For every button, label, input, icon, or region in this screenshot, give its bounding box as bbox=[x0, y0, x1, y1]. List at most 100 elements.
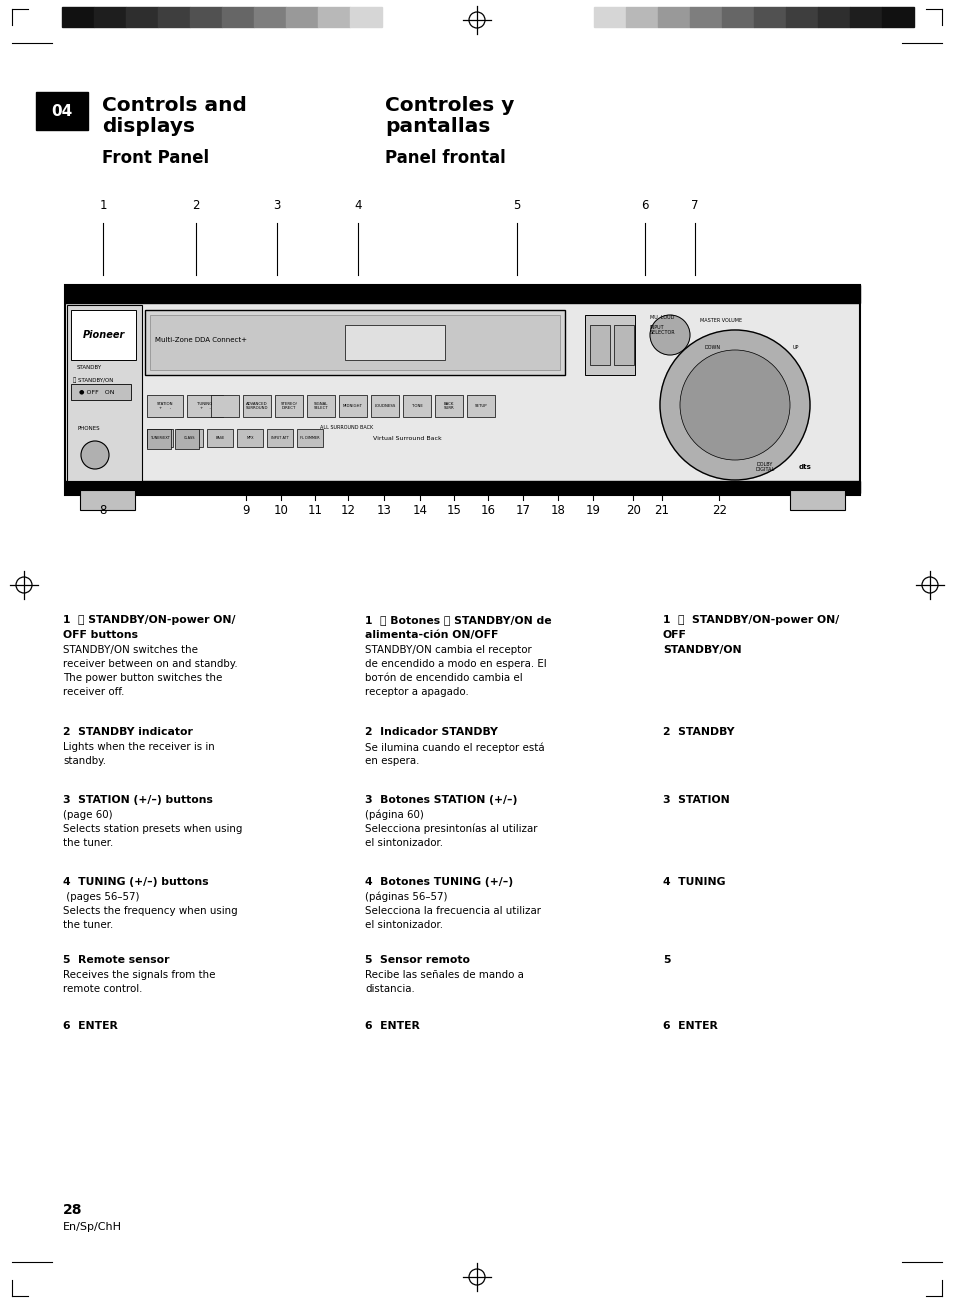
Text: BASE: BASE bbox=[215, 436, 224, 440]
Text: (página 60): (página 60) bbox=[365, 810, 423, 821]
Bar bbox=[147, 429, 171, 449]
Text: 28: 28 bbox=[63, 1203, 82, 1218]
Bar bbox=[753, 7, 785, 27]
Text: 3  STATION: 3 STATION bbox=[662, 795, 729, 805]
Bar bbox=[274, 395, 303, 418]
Text: MPX: MPX bbox=[246, 436, 253, 440]
Bar bbox=[65, 284, 859, 303]
Bar bbox=[849, 7, 882, 27]
Text: (pages 56–57): (pages 56–57) bbox=[63, 893, 139, 902]
Text: 5  Sensor remoto: 5 Sensor remoto bbox=[365, 955, 470, 964]
Bar bbox=[625, 7, 658, 27]
Bar bbox=[584, 315, 635, 375]
Text: 6  ENTER: 6 ENTER bbox=[365, 1021, 419, 1031]
Bar bbox=[177, 429, 203, 448]
Circle shape bbox=[81, 441, 109, 468]
Text: 16: 16 bbox=[480, 504, 496, 517]
Bar bbox=[789, 489, 844, 510]
Bar bbox=[307, 395, 335, 418]
Bar bbox=[71, 311, 136, 360]
Text: STANDBY/ON cambia el receptor: STANDBY/ON cambia el receptor bbox=[365, 645, 531, 655]
Text: INPUT
SELECTOR: INPUT SELECTOR bbox=[649, 325, 675, 335]
Bar bbox=[190, 7, 222, 27]
Text: TONE: TONE bbox=[411, 405, 422, 408]
Text: ● OFF   ON: ● OFF ON bbox=[79, 389, 114, 394]
Text: MASTER VOLUME: MASTER VOLUME bbox=[700, 317, 741, 322]
Text: FL DIMMER: FL DIMMER bbox=[300, 436, 319, 440]
Text: SURROUND  S  MULTI-CHANNEL   RECEIVER VSX-D512: SURROUND S MULTI-CHANNEL RECEIVER VSX-D5… bbox=[579, 298, 711, 303]
Bar bbox=[267, 429, 293, 448]
Bar bbox=[147, 429, 172, 448]
Text: 7: 7 bbox=[690, 198, 698, 211]
Bar bbox=[71, 384, 131, 401]
Text: 1  ⭘  STANDBY/ON-power ON/: 1 ⭘ STANDBY/ON-power ON/ bbox=[662, 615, 839, 625]
Text: Receives the signals from the: Receives the signals from the bbox=[63, 970, 215, 980]
Text: displays: displays bbox=[102, 116, 194, 136]
Bar bbox=[62, 7, 94, 27]
Text: Panel frontal: Panel frontal bbox=[385, 149, 505, 167]
Bar bbox=[236, 429, 263, 448]
Text: 19: 19 bbox=[585, 504, 600, 517]
Text: de encendido a modo en espera. El: de encendido a modo en espera. El bbox=[365, 659, 546, 669]
Text: UP: UP bbox=[792, 345, 799, 350]
Bar bbox=[785, 7, 817, 27]
Text: DOWN: DOWN bbox=[704, 345, 720, 350]
Bar bbox=[150, 315, 559, 371]
Text: 12: 12 bbox=[340, 504, 355, 517]
Text: 04: 04 bbox=[51, 103, 72, 119]
Bar bbox=[158, 7, 190, 27]
Bar bbox=[317, 7, 350, 27]
Bar bbox=[65, 482, 859, 493]
Bar bbox=[296, 429, 323, 448]
Text: BACK
SURR: BACK SURR bbox=[443, 402, 454, 410]
Text: OFF: OFF bbox=[662, 630, 686, 639]
Bar bbox=[350, 7, 381, 27]
Text: (páginas 56–57): (páginas 56–57) bbox=[365, 893, 447, 903]
Text: receptor a apagado.: receptor a apagado. bbox=[365, 686, 468, 697]
Bar bbox=[94, 7, 126, 27]
Text: el sintonizador.: el sintonizador. bbox=[365, 838, 442, 848]
Text: 21: 21 bbox=[654, 504, 669, 517]
Text: CLASS: CLASS bbox=[184, 436, 195, 440]
Bar bbox=[65, 284, 859, 495]
Text: TUNER/EXT: TUNER/EXT bbox=[150, 436, 170, 440]
Circle shape bbox=[649, 315, 689, 355]
Text: STEREO/
DIRECT: STEREO/ DIRECT bbox=[280, 402, 297, 410]
Bar bbox=[147, 395, 183, 418]
Text: 4  TUNING: 4 TUNING bbox=[662, 877, 724, 887]
Bar bbox=[371, 395, 398, 418]
Text: DOLBY
DIGITAL: DOLBY DIGITAL bbox=[755, 462, 774, 472]
Text: 6  ENTER: 6 ENTER bbox=[63, 1021, 118, 1031]
Text: 1  ⭘ Botones ⭘ STANDBY/ON de: 1 ⭘ Botones ⭘ STANDBY/ON de bbox=[365, 615, 551, 625]
Text: 5: 5 bbox=[513, 198, 520, 211]
Text: Selecciona la frecuencia al utilizar: Selecciona la frecuencia al utilizar bbox=[365, 906, 540, 916]
Text: 2: 2 bbox=[192, 198, 199, 211]
Text: pantallas: pantallas bbox=[385, 116, 490, 136]
Text: ADVANCED
SURROUND: ADVANCED SURROUND bbox=[246, 402, 268, 410]
Circle shape bbox=[659, 330, 809, 480]
Text: Front Panel: Front Panel bbox=[102, 149, 209, 167]
Text: Controls and: Controls and bbox=[102, 95, 247, 115]
Text: ⭘ STANDBY/ON: ⭘ STANDBY/ON bbox=[73, 377, 113, 382]
Text: bотón de encendido cambia el: bотón de encendido cambia el bbox=[365, 673, 522, 683]
Text: 4  Botones TUNING (+/–): 4 Botones TUNING (+/–) bbox=[365, 877, 513, 887]
Text: the tuner.: the tuner. bbox=[63, 838, 113, 848]
Text: ALL SURROUND BACK: ALL SURROUND BACK bbox=[320, 424, 374, 429]
Bar bbox=[243, 395, 271, 418]
Text: STANDBY: STANDBY bbox=[77, 364, 102, 369]
Bar bbox=[589, 325, 609, 365]
Bar bbox=[467, 395, 495, 418]
Text: MU  LOUD: MU LOUD bbox=[649, 315, 674, 320]
Bar bbox=[402, 395, 431, 418]
Bar bbox=[594, 7, 625, 27]
Bar bbox=[345, 325, 444, 360]
Text: OFF buttons: OFF buttons bbox=[63, 630, 138, 639]
Text: Lights when the receiver is in: Lights when the receiver is in bbox=[63, 743, 214, 752]
Text: Multi-Zone DDA Connect+: Multi-Zone DDA Connect+ bbox=[154, 337, 247, 343]
Bar bbox=[817, 7, 849, 27]
Text: receiver between on and standby.: receiver between on and standby. bbox=[63, 659, 237, 669]
Text: 3: 3 bbox=[273, 198, 280, 211]
Bar bbox=[338, 395, 367, 418]
Text: the tuner.: the tuner. bbox=[63, 920, 113, 930]
Bar bbox=[435, 395, 462, 418]
